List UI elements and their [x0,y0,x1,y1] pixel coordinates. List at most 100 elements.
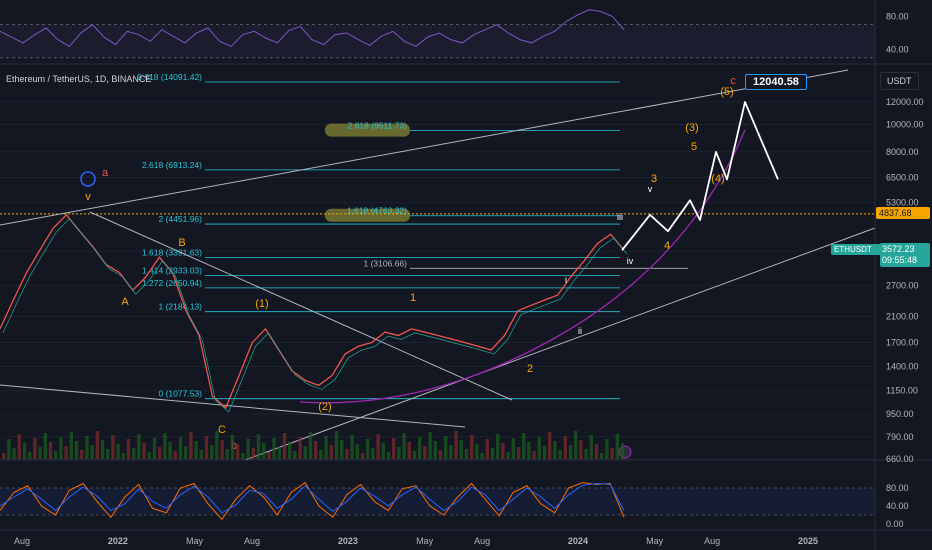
fib-label: 2 (4451.96) [159,214,203,224]
time-tick-label: May [186,536,204,546]
price-tick-label: 2700.00 [886,281,919,291]
wave-label: (5) [720,86,733,98]
volume-bar [423,446,427,459]
volume-bar [553,441,557,459]
volume-bar [184,446,188,459]
volume-bar [480,453,484,459]
volume-bar [454,431,458,459]
fib-label: 2.618 (6913.24) [142,160,202,170]
price-tick-label: 10000.00 [886,119,924,129]
volume-bar [158,447,162,459]
volume-bar [303,446,307,459]
wave-label: c [730,75,736,87]
volume-bar [615,434,619,459]
volume-bar [558,450,562,459]
wave-label: (1) [255,298,268,310]
volume-bar [574,431,578,459]
fib-label: 1.272 (2650.94) [142,278,202,288]
volume-bar [433,441,437,459]
volume-bar [282,433,287,459]
stoch-d-line [0,482,625,514]
volume-bar [43,433,47,459]
volume-bar [329,445,333,459]
wave-label: v [648,184,653,194]
volume-bar [74,441,79,459]
target-price-label: 12040.58 [745,74,807,90]
volume-bar [199,450,203,459]
volume-bar [506,452,510,459]
fib-highlight [325,208,410,222]
wave-label: A [121,296,129,308]
symbol-tag: ETHUSDT [831,244,928,255]
price-panel[interactable]: 3.618 (14091.42) 2.618 (9511.73) 2.618 (69… [0,69,876,461]
volume-bar [17,434,21,459]
volume-bar [397,447,401,459]
volume-bar [251,448,255,459]
price-tick-label: 5300.00 [886,198,919,208]
volume-bar [204,436,209,459]
volume-bar [121,453,125,459]
volume-bar [225,449,229,459]
time-tick-label: Aug [704,536,720,546]
volume-bar [64,446,68,459]
price-tick-label: 1700.00 [886,338,919,348]
time-tick-label: 2022 [108,536,128,546]
volume-bar [163,433,167,459]
upper-trendline [0,69,849,226]
fib-label: 1.414 (2933.03) [142,265,202,275]
rsi-tick-label: 80.00 [886,11,909,21]
volume-bar [116,444,120,459]
volume-bar [620,443,625,459]
wave-label: iii [617,212,623,222]
volume-bar [589,435,593,459]
volume-bar [168,442,172,459]
volume-bar [246,439,250,459]
volume-bar [407,442,411,459]
volume-bar [360,453,365,459]
wave-label: 3 [651,173,657,185]
wave-label: ii [578,326,582,336]
volume-bar [542,446,547,459]
volume-bar [277,447,281,459]
volume-bar [418,437,422,459]
volume-bar [334,431,339,459]
volume-bar [48,442,53,459]
volume-bar [319,450,323,459]
volume-bar [12,448,16,459]
volume-bar [256,434,261,459]
volume-bar [438,450,443,459]
bar-countdown: 09:55:48 [882,255,918,265]
rsi-panel [0,9,875,59]
volume-bar [444,436,448,459]
volume-bar [371,448,375,459]
rsi-line [0,9,625,47]
fib-label: 1 (2184.13) [159,302,203,312]
current-price-tag: 3572.23 09:55:48 [880,243,930,267]
volume-bar [402,433,406,459]
currency-button[interactable]: USDT [880,72,919,90]
volume-bar [584,449,588,459]
volume-bar [490,448,495,459]
volume-bar [178,437,183,459]
volume-bar [106,449,110,459]
time-tick-label: 2025 [798,536,818,546]
volume-bar [22,443,27,459]
volume-bar [610,448,614,459]
volume-bar [579,440,583,459]
volume-bar [80,450,84,459]
volume-bar [516,447,521,459]
volume-bar [548,432,552,459]
volume-bar [470,435,474,459]
volume-bar [298,437,302,459]
price-tick-label: 790.00 [886,432,914,442]
resistance-trendline [89,211,513,401]
volume-bar [241,453,245,459]
current-price: 3572.23 [882,244,915,254]
volume-bar [111,435,115,459]
volume-bar [501,443,505,459]
price-tick-label: 1150.00 [886,386,918,396]
volume-bar [381,443,385,459]
support-trendline [244,227,876,461]
moving-average [2,218,628,413]
